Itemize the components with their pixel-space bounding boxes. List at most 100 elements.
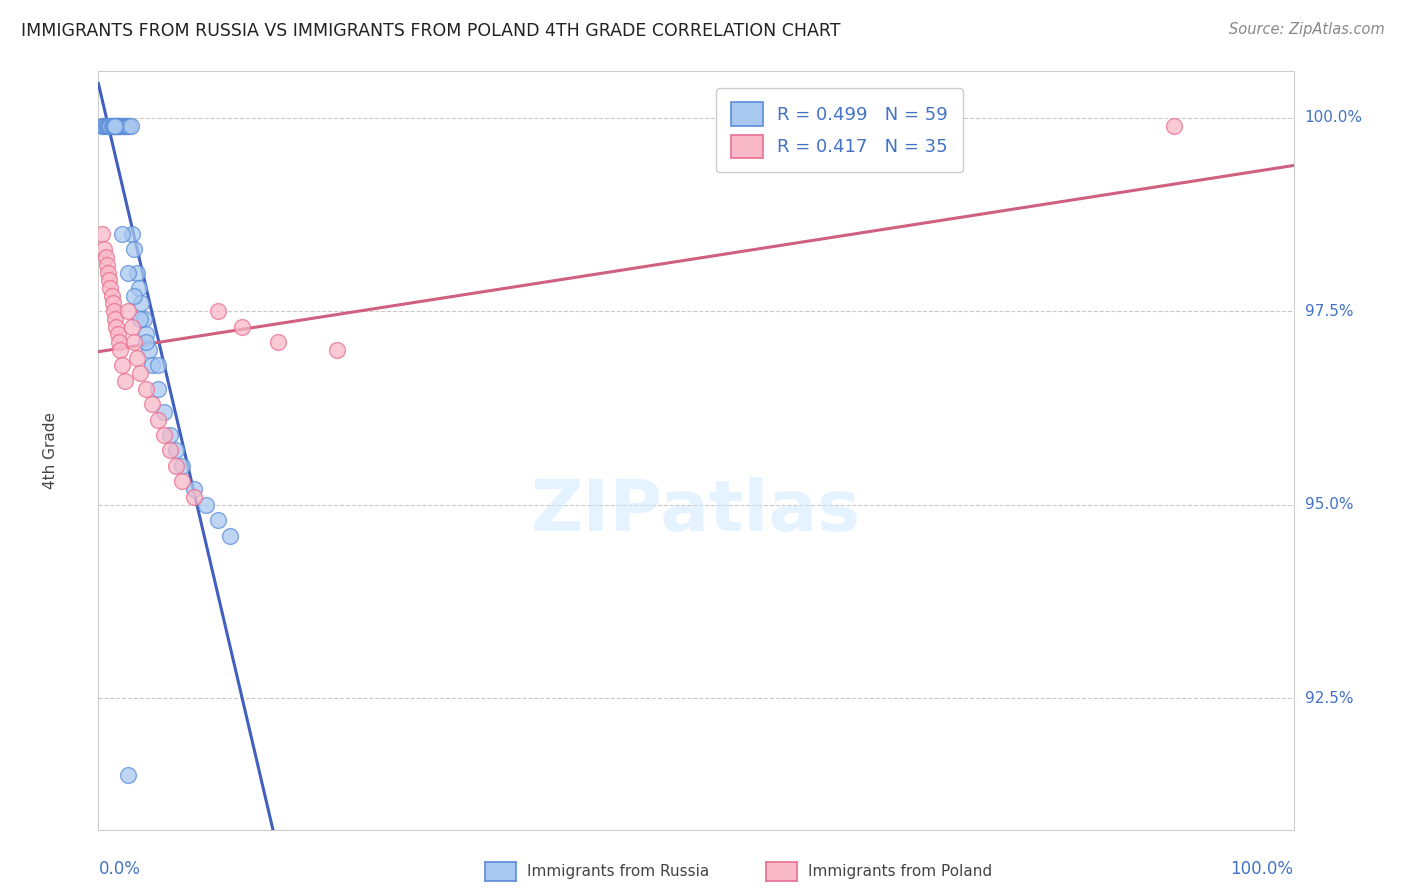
Point [97,119,120,133]
Point [172,475,194,489]
Point [100,289,122,303]
Point [148,412,170,426]
Text: Source: ZipAtlas.com: Source: ZipAtlas.com [1229,22,1385,37]
Text: 95.0%: 95.0% [1305,497,1353,512]
Point [120,119,142,133]
Point [93,242,115,256]
Point [91,227,114,241]
Point [100,119,122,133]
Point [107,335,129,350]
Point [103,119,125,133]
Point [132,312,155,326]
Point [98,119,121,133]
Point [117,768,139,782]
Text: ZIPatlas: ZIPatlas [531,476,860,546]
Point [97,266,120,280]
Point [104,119,127,133]
Point [98,281,122,295]
Point [114,374,136,388]
Text: 100.0%: 100.0% [1305,111,1362,125]
Point [101,119,124,133]
Point [207,304,229,318]
Point [159,428,181,442]
Point [138,343,160,357]
Point [148,382,170,396]
Point [101,119,124,133]
Point [107,119,129,133]
Point [153,428,176,442]
Text: 0.0%: 0.0% [98,860,141,878]
Point [105,119,128,133]
Point [107,119,129,133]
Point [124,335,146,350]
Point [105,119,128,133]
Point [128,281,150,295]
Point [153,405,176,419]
Point [93,119,115,133]
Point [98,119,122,133]
Point [108,343,131,357]
Point [195,498,218,512]
Text: 92.5%: 92.5% [1305,690,1353,706]
Point [101,296,124,310]
Point [124,242,146,256]
Point [141,359,163,373]
Point [129,312,152,326]
Point [98,119,122,133]
Point [107,119,129,133]
Point [115,119,138,133]
Text: 97.5%: 97.5% [1305,303,1353,318]
Point [91,119,114,133]
Point [124,289,146,303]
Point [114,119,136,133]
Point [108,119,131,133]
Point [117,266,139,280]
Point [165,443,187,458]
Point [103,119,125,133]
Point [1163,119,1185,133]
Point [129,366,152,380]
Point [98,273,121,287]
Point [183,482,205,496]
Text: 100.0%: 100.0% [1230,860,1294,878]
Point [148,359,170,373]
Point [111,119,134,133]
Point [104,312,127,326]
Point [165,458,187,473]
Point [110,119,132,133]
Point [135,382,157,396]
Point [111,227,134,241]
Text: IMMIGRANTS FROM RUSSIA VS IMMIGRANTS FROM POLAND 4TH GRADE CORRELATION CHART: IMMIGRANTS FROM RUSSIA VS IMMIGRANTS FRO… [21,22,841,40]
Point [118,119,141,133]
Point [96,258,118,272]
Point [103,119,125,133]
Point [108,119,131,133]
Point [219,528,242,542]
Point [91,119,114,133]
Point [131,296,153,310]
Point [115,119,138,133]
Point [125,266,148,280]
Legend: R = 0.499   N = 59, R = 0.417   N = 35: R = 0.499 N = 59, R = 0.417 N = 35 [716,88,963,172]
Point [111,359,134,373]
Point [103,304,125,318]
Point [94,119,117,133]
Point [105,319,128,334]
Point [107,327,129,342]
Text: Immigrants from Poland: Immigrants from Poland [808,864,993,879]
Point [231,319,253,334]
Point [117,119,139,133]
Point [326,343,349,357]
Point [107,119,129,133]
Point [121,227,143,241]
Point [207,513,229,527]
Point [135,327,157,342]
Text: Immigrants from Russia: Immigrants from Russia [527,864,710,879]
Point [125,351,148,365]
Point [96,119,118,133]
Point [183,490,205,504]
Point [172,458,194,473]
Point [159,443,181,458]
Point [267,335,290,350]
Text: 4th Grade: 4th Grade [44,412,58,489]
